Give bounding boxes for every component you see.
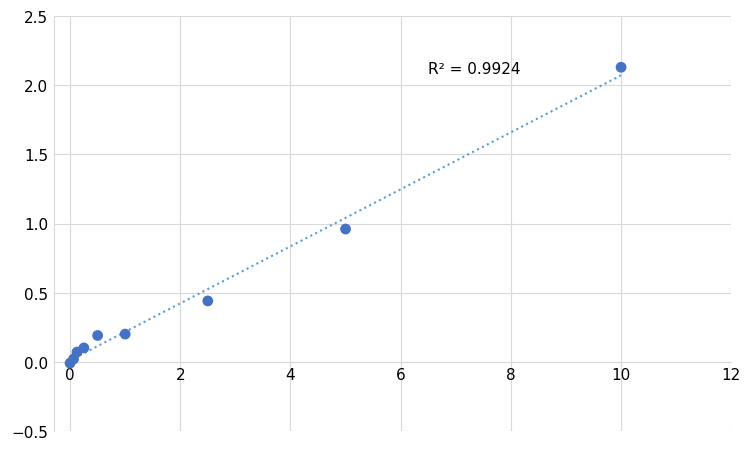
Point: [71, 349, 83, 356]
Point: [119, 331, 131, 338]
Point: [340, 226, 352, 233]
Point: [68, 355, 80, 363]
Point: [615, 64, 627, 72]
Text: R² = 0.9924: R² = 0.9924: [428, 62, 520, 77]
Point: [77, 345, 89, 352]
Point: [202, 298, 214, 305]
Point: [64, 360, 76, 367]
Point: [92, 332, 104, 339]
